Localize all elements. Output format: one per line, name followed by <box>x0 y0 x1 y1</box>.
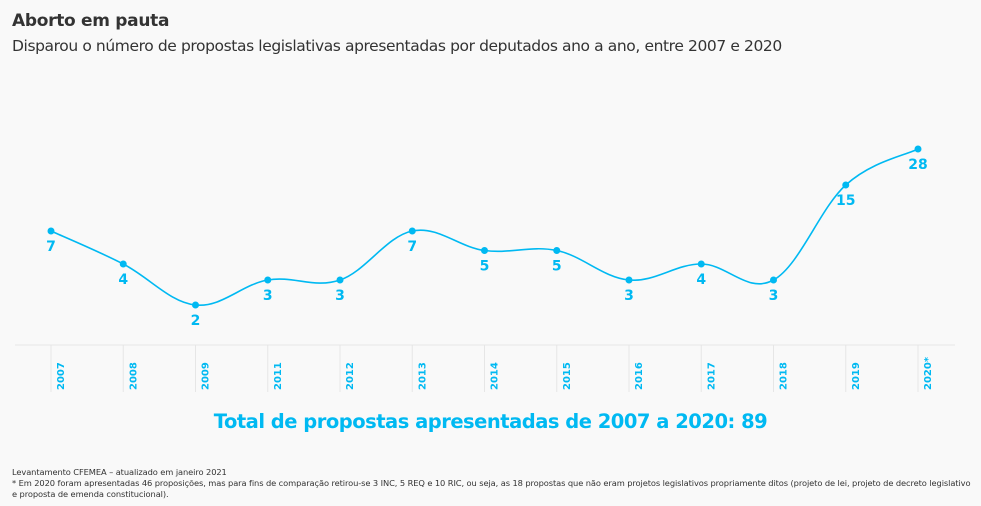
data-point <box>842 181 850 189</box>
footnote-2020: * Em 2020 foram apresentadas 46 proposiç… <box>12 478 971 499</box>
data-label: 15 <box>836 193 855 209</box>
data-label: 7 <box>46 239 56 255</box>
data-point <box>770 276 777 284</box>
chart-title: Aborto em pauta <box>12 11 170 31</box>
data-label: 2 <box>191 313 201 329</box>
data-point <box>264 276 272 284</box>
x-tick-label: 2011 <box>273 362 284 390</box>
data-labels: 7 4 2 3 3 7 5 5 3 4 3 15 28 <box>46 157 928 329</box>
data-label: 28 <box>908 157 927 173</box>
data-point <box>625 276 633 284</box>
x-tick-label: 2009 <box>201 362 212 390</box>
x-tick-label: 2020* <box>923 356 934 390</box>
x-tick-label: 2018 <box>779 362 790 390</box>
data-label: 7 <box>407 239 417 255</box>
data-label: 3 <box>263 288 273 304</box>
x-tick-label: 2013 <box>417 362 428 390</box>
series-line <box>50 148 919 306</box>
x-tick-label: 2007 <box>56 362 67 390</box>
data-point <box>119 260 127 268</box>
data-point <box>697 260 705 268</box>
data-label: 5 <box>480 259 490 275</box>
data-point <box>336 276 344 284</box>
data-point <box>481 247 488 254</box>
data-label: 3 <box>335 288 345 304</box>
data-points <box>47 145 922 309</box>
data-label: 3 <box>624 288 634 304</box>
x-tick-label: 2017 <box>706 362 717 390</box>
x-tick-label: 2015 <box>562 362 573 390</box>
data-label: 3 <box>769 288 779 304</box>
data-point <box>408 227 416 235</box>
data-label: 4 <box>118 272 128 288</box>
x-axis: 2007 2008 2009 2011 2012 2013 2014 2015 2016 2017… <box>15 344 955 392</box>
data-point <box>192 301 199 309</box>
footnotes: Levantamento CFEMEA – atualizado em jane… <box>12 467 972 500</box>
x-tick-label: 2014 <box>490 362 501 390</box>
data-label: 4 <box>696 272 706 288</box>
series-line-layer <box>50 148 919 306</box>
data-point <box>914 145 922 153</box>
data-point <box>553 247 561 254</box>
chart-subtitle: Disparou o número de propostas legislati… <box>12 37 782 55</box>
x-tick-label: 2008 <box>128 362 139 390</box>
data-point <box>47 227 55 235</box>
x-tick-label: 2012 <box>345 362 356 390</box>
x-tick-label: 2019 <box>851 362 862 390</box>
source-note: Levantamento CFEMEA – atualizado em jane… <box>12 467 227 477</box>
total-summary: Total de propostas apresentadas de 2007 … <box>213 410 768 433</box>
x-tick-label: 2016 <box>634 362 645 390</box>
data-label: 5 <box>552 259 562 275</box>
